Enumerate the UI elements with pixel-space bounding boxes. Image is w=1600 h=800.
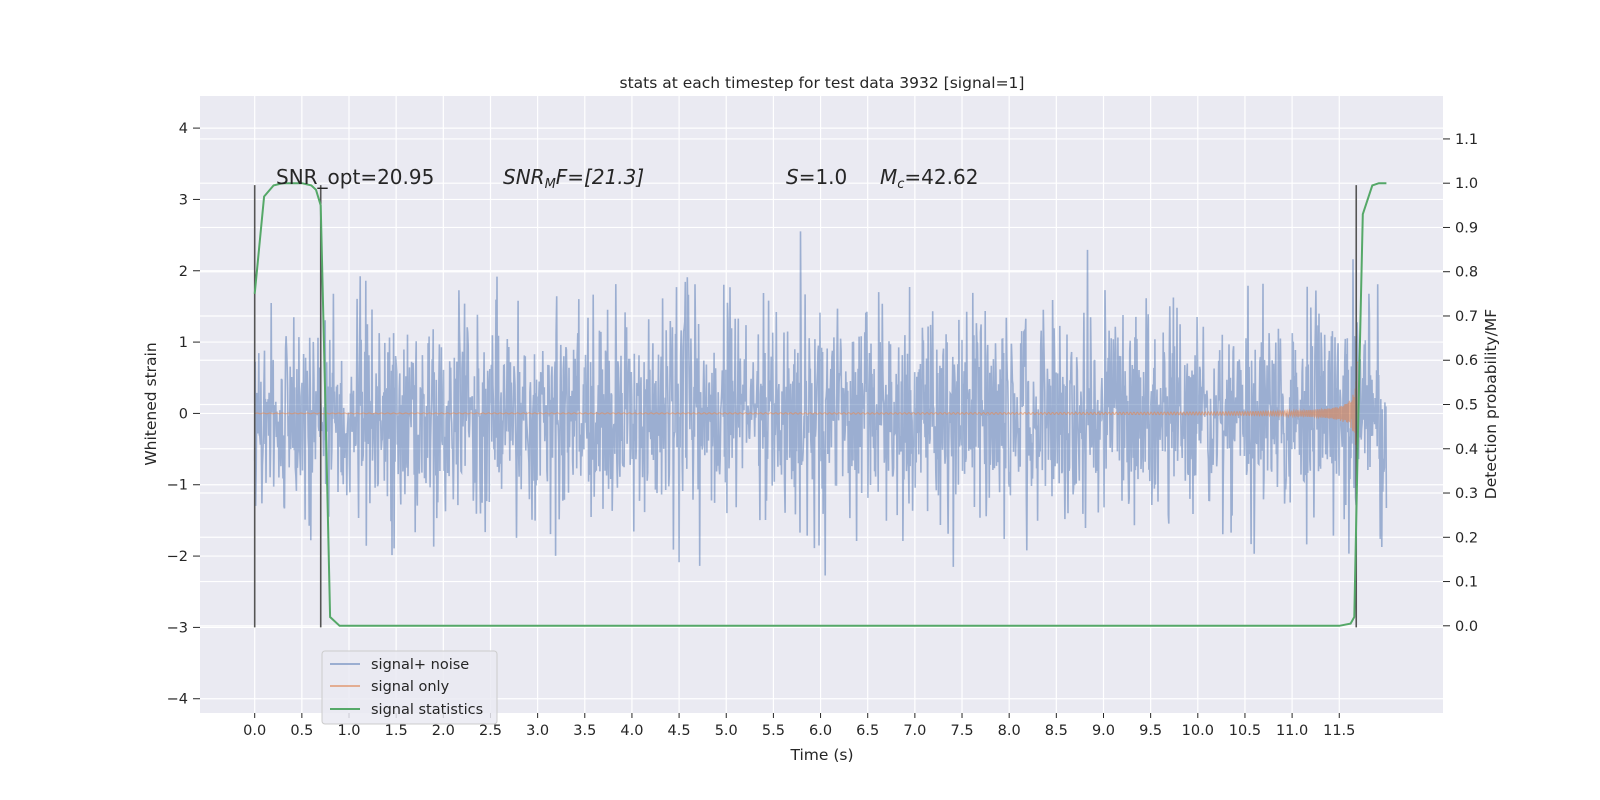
x-tick-label-7: 3.5 — [573, 723, 596, 739]
x-tick-label-6: 3.0 — [526, 723, 549, 739]
x-tick-label-11: 5.5 — [762, 723, 785, 739]
y2-tick-label-10: 1.0 — [1455, 176, 1478, 192]
y-tick-label-3: −1 — [167, 478, 188, 494]
y2-tick-label-4: 0.4 — [1455, 442, 1478, 458]
annotation-mc: Mc=42.62 — [880, 165, 978, 192]
legend-box — [321, 650, 498, 725]
legend-label-signal-only: signal only — [371, 679, 450, 695]
x-tick-label-13: 6.5 — [856, 723, 879, 739]
x-tick-label-21: 10.5 — [1229, 723, 1261, 739]
y-tick-label-1: −3 — [167, 620, 188, 636]
x-tick-label-3: 1.5 — [385, 723, 408, 739]
x-tick-label-8: 4.0 — [620, 723, 643, 739]
y-tick-label-0: −4 — [167, 692, 188, 708]
x-tick-label-2: 1.0 — [337, 723, 360, 739]
y-tick-label-2: −2 — [167, 549, 188, 565]
y2-tick-label-5: 0.5 — [1455, 398, 1478, 414]
x-tick-label-0: 0.0 — [243, 723, 266, 739]
y2-tick-label-9: 0.9 — [1455, 220, 1478, 236]
annotation-snr-opt: SNR_opt=20.95 — [276, 165, 434, 189]
chart-title: stats at each timestep for test data 393… — [620, 74, 1025, 92]
x-tick-label-4: 2.0 — [432, 723, 455, 739]
y2-tick-label-2: 0.2 — [1455, 530, 1478, 546]
series-signal-only — [254, 361, 1359, 451]
y2-tick-label-11: 1.1 — [1455, 132, 1478, 148]
y-tick-label-5: 1 — [179, 335, 188, 351]
gridlines — [200, 96, 1443, 713]
x-tick-label-5: 2.5 — [479, 723, 502, 739]
y2-tick-label-7: 0.7 — [1455, 309, 1478, 325]
y-tick-label-6: 2 — [179, 264, 188, 280]
x-axis-label: Time (s) — [789, 746, 853, 764]
x-tick-label-15: 7.5 — [950, 723, 973, 739]
x-tick-label-1: 0.5 — [290, 723, 313, 739]
y-tick-label-4: 0 — [179, 406, 188, 422]
legend-label-signal-plus-noise: signal+ noise — [371, 657, 469, 673]
y-tick-label-7: 3 — [179, 192, 188, 208]
x-tick-label-9: 4.5 — [668, 723, 691, 739]
x-tick-label-18: 9.0 — [1092, 723, 1115, 739]
y2-axis-label: Detection probability/MF — [1482, 309, 1500, 500]
y2-tick-label-1: 0.1 — [1455, 575, 1478, 591]
legend-label-signal-statistics: signal statistics — [371, 702, 483, 718]
y2-axis-ticks: 0.0 0.1 0.2 0.3 0.4 0.5 0.6 0.7 0.8 0.9 1.0 1.1 — [1443, 132, 1478, 635]
y-axis-ticks: −4 −3 −2 −1 0 1 2 3 4 — [167, 121, 200, 708]
x-tick-label-20: 10.0 — [1182, 723, 1214, 739]
x-tick-label-22: 11.0 — [1276, 723, 1308, 739]
series-signal-statistics — [253, 182, 1387, 627]
x-tick-label-16: 8.0 — [998, 723, 1021, 739]
x-tick-label-23: 11.5 — [1323, 723, 1355, 739]
x-tick-label-14: 7.0 — [903, 723, 926, 739]
x-tick-label-12: 6.0 — [809, 723, 832, 739]
x-tick-label-19: 9.5 — [1139, 723, 1162, 739]
y2-tick-label-0: 0.0 — [1455, 619, 1478, 635]
y2-tick-label-6: 0.6 — [1455, 353, 1478, 369]
y-axis-label: Whitened strain — [142, 342, 160, 465]
legend: signal+ noise signal only signal statist… — [321, 650, 498, 725]
series-signal-plus-noise — [253, 231, 1388, 576]
y2-tick-label-8: 0.8 — [1455, 265, 1478, 281]
annotation-s: S=1.0 — [786, 165, 847, 189]
x-axis-ticks: 0.0 0.5 1.0 1.5 2.0 2.5 3.0 3.5 4.0 4.5 5.0 5.5 6.0 6… — [243, 713, 1355, 739]
y2-tick-label-3: 0.3 — [1455, 486, 1478, 502]
x-tick-label-10: 5.0 — [715, 723, 738, 739]
annotation-snr-mf: SNRMF=[21.3] — [503, 165, 644, 192]
y-tick-label-8: 4 — [179, 121, 188, 137]
x-tick-label-17: 8.5 — [1045, 723, 1068, 739]
